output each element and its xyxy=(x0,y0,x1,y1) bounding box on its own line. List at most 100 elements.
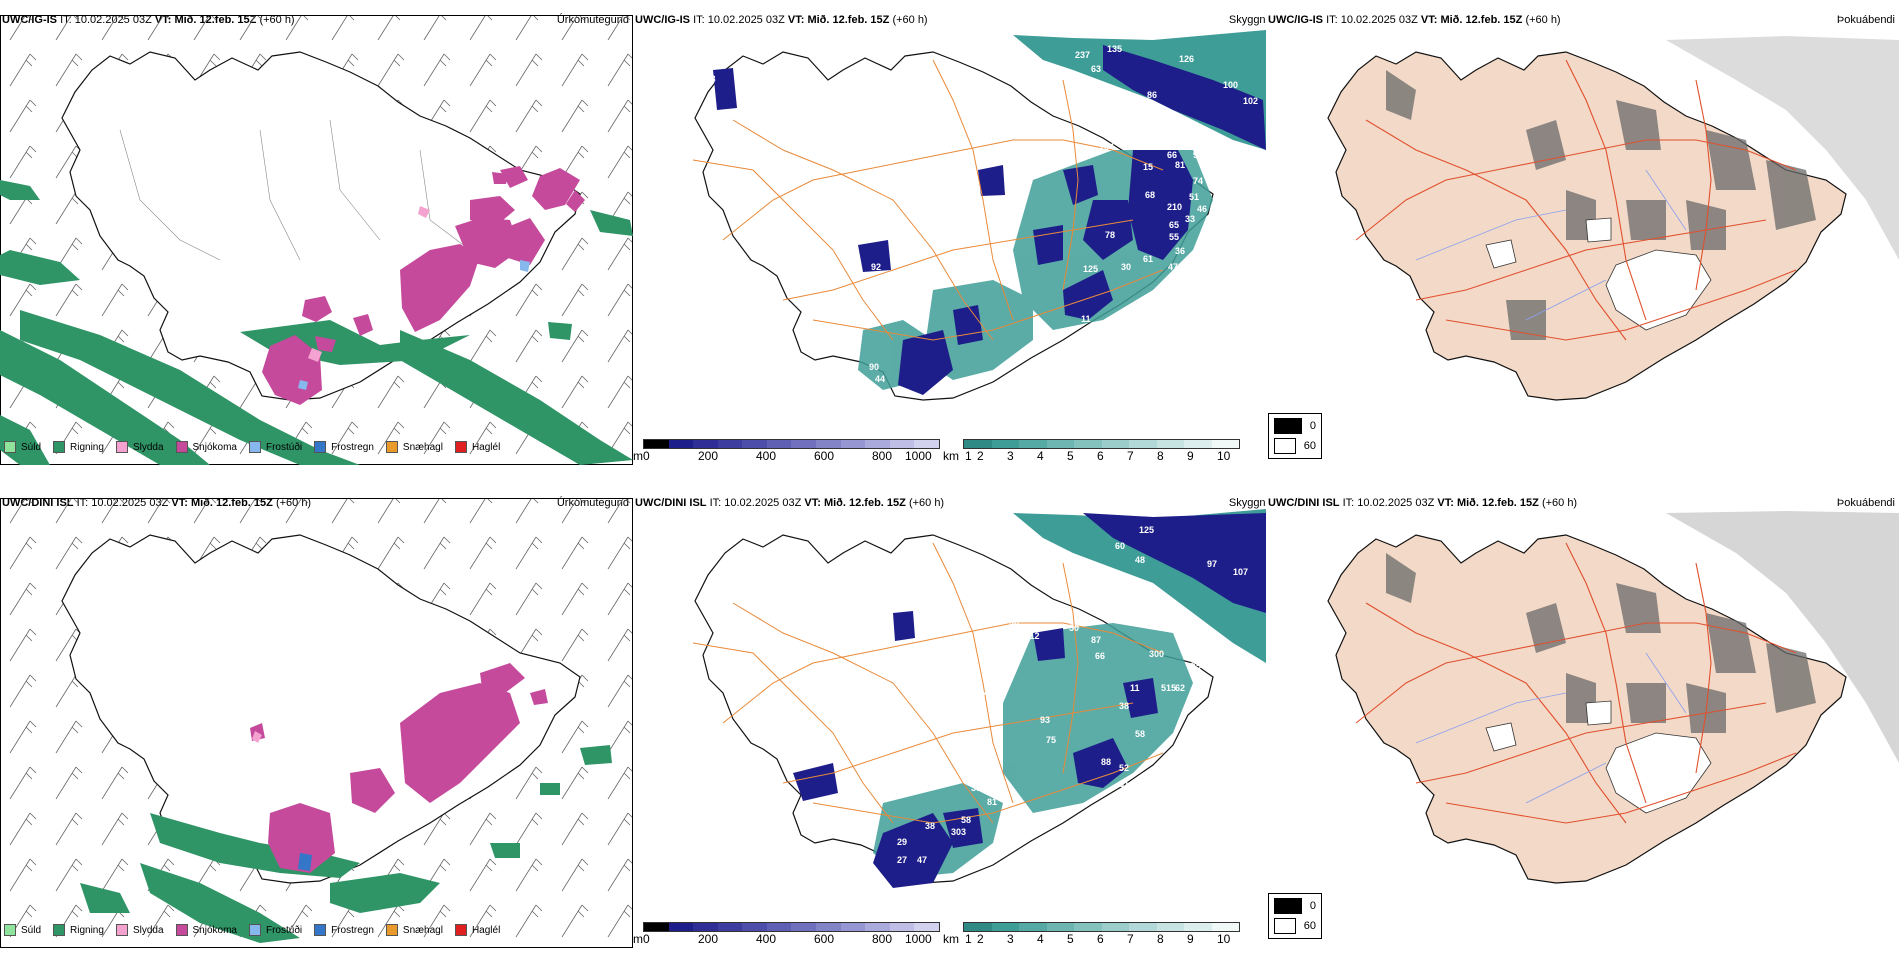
colorbar-segment xyxy=(644,440,669,448)
map-frame xyxy=(0,498,633,948)
colorbar-segment xyxy=(717,440,743,448)
visibility-low xyxy=(793,611,1158,888)
fog-roads xyxy=(1355,59,1797,341)
colorbar-segment xyxy=(1211,440,1239,448)
swatch-frost-rain xyxy=(314,924,327,936)
visibility-value-label: 51 xyxy=(1103,330,1113,340)
colorbar-km-bar xyxy=(963,922,1240,932)
iceland-outline xyxy=(61,534,581,884)
fog-legend-row: 60 xyxy=(1274,438,1316,454)
legend-item: Frostúði xyxy=(248,924,302,936)
visibility-value-label: 303 xyxy=(951,827,966,837)
swatch-white xyxy=(1274,918,1296,934)
visibility-value-label: 45 xyxy=(1133,310,1143,320)
rivers xyxy=(1415,169,1687,321)
fog-roads xyxy=(1355,542,1797,824)
colorbar-segment xyxy=(1156,923,1184,931)
swatch-drizzle xyxy=(4,924,16,936)
swatch-sleet xyxy=(115,924,128,936)
legend-item: Súld xyxy=(4,924,41,936)
roads xyxy=(692,59,1164,341)
visibility-value-label: 46 xyxy=(1197,204,1207,214)
variable-name: Þokuábendi xyxy=(1836,497,1895,509)
colorbar-segment xyxy=(1019,923,1047,931)
visibility-value-label: 49 xyxy=(1087,344,1097,354)
visibility-value-label: 92 xyxy=(871,262,881,272)
visibility-value-label: 69 xyxy=(861,384,871,394)
colorbar-m-bar xyxy=(643,922,940,932)
panel-precip-type-top: UWC/IG-IS IT: 10.02.2025 03Z VT: Mið. 12… xyxy=(0,0,633,480)
visibility-value-label: 87 xyxy=(1091,635,1101,645)
visibility-value-label: 31 xyxy=(1125,575,1135,585)
visibility-value-label: 81 xyxy=(987,797,997,807)
visibility-value-label: 27 xyxy=(897,855,907,865)
visibility-value-label: 71 xyxy=(991,711,1001,721)
fog-legend-row: 0 xyxy=(1274,898,1316,914)
visibility-value-label: 14 xyxy=(1135,130,1145,140)
colorbar-segment xyxy=(693,923,718,931)
visibility-value-label: 50 xyxy=(1069,623,1079,633)
panel-visibility-bottom: UWC/DINI ISL IT: 10.02.2025 03Z VT: Mið.… xyxy=(633,483,1266,963)
colorbar-segment xyxy=(964,923,992,931)
legend-item: Slydda xyxy=(115,924,164,936)
colorbar-segment xyxy=(1046,923,1074,931)
visibility-value-label: 102 xyxy=(1243,96,1258,106)
colorbar-segment xyxy=(1129,440,1157,448)
fog-legend-row: 60 xyxy=(1274,918,1316,934)
fog-legend-row: 0 xyxy=(1274,418,1316,434)
visibility-value-label: 55 xyxy=(1169,232,1179,242)
visibility-value-label: 74 xyxy=(981,691,991,701)
visibility-value-label: 38 xyxy=(1119,701,1129,711)
visibility-value-label: 68 xyxy=(1145,190,1155,200)
visibility-value-label: 66 xyxy=(1167,150,1177,160)
visibility-value-label: 66 xyxy=(1193,731,1203,741)
swatch-drizzle xyxy=(4,441,16,453)
visibility-value-label: 36 xyxy=(1175,246,1185,256)
swatch-frost-rain xyxy=(314,441,327,453)
legend-item: Haglél xyxy=(454,441,500,453)
visibility-value-label: 125 xyxy=(1083,264,1098,274)
visibility-value-label: 51 xyxy=(1189,192,1199,202)
visibility-value-label: 39 xyxy=(971,783,981,793)
precip-map xyxy=(0,16,633,465)
colorbar-segment xyxy=(914,440,939,448)
legend-item: Haglél xyxy=(454,924,500,936)
colorbar-segment xyxy=(889,923,915,931)
colorbar-segment xyxy=(1129,923,1157,931)
colorbar-segment xyxy=(1101,923,1129,931)
panel-fog-bottom: UWC/DINI ISL IT: 10.02.2025 03Z VT: Mið.… xyxy=(1266,483,1899,963)
visibility-value-label: 81 xyxy=(1175,160,1185,170)
fog-map xyxy=(1327,511,1899,884)
colorbar-segment xyxy=(668,440,694,448)
visibility-value-label: 97 xyxy=(1207,559,1217,569)
visibility-value-label: 78 xyxy=(1105,230,1115,240)
colorbar-segment xyxy=(1074,440,1102,448)
visibility-value-label: 72 xyxy=(1151,292,1161,302)
colorbar-segment xyxy=(889,440,915,448)
panel-precip-type-bottom: UWC/DINI ISL IT: 10.02.2025 03Z VT: Mið.… xyxy=(0,483,633,963)
precip-legend: Súld Rigning Slydda Snjókoma Frostúði Fr… xyxy=(4,924,512,936)
colorbar-segment xyxy=(693,440,718,448)
legend-item: Frostregn xyxy=(314,924,374,936)
visibility-value-label: 100 xyxy=(1223,80,1238,90)
visibility-value-label: 93 xyxy=(1071,569,1081,579)
visibility-value-label: 104 xyxy=(1099,142,1114,152)
visibility-value-label: 65 xyxy=(1169,220,1179,230)
swatch-white xyxy=(1274,438,1296,454)
swatch-snow-grains xyxy=(385,924,398,936)
visibility-value-label: 96 xyxy=(1009,617,1019,627)
colorbar-segment xyxy=(1101,440,1129,448)
colorbar-km: km 2 3 4 5 6 7 8 9 10 1 xyxy=(943,439,1243,463)
colorbar-segment xyxy=(816,923,841,931)
roads xyxy=(692,542,1164,824)
visibility-value-label: 61 xyxy=(1119,779,1129,789)
colorbar-segment xyxy=(1184,440,1212,448)
visibility-value-label: 210 xyxy=(1167,202,1182,212)
visibility-value-label: 58 xyxy=(961,815,971,825)
visibility-value-label: 515 xyxy=(1161,683,1176,693)
colorbar-meters: m 0 200 400 600 800 1000 xyxy=(633,439,943,463)
panel-title: UWC/DINI ISL IT: 10.02.2025 03Z VT: Mið.… xyxy=(635,497,945,509)
